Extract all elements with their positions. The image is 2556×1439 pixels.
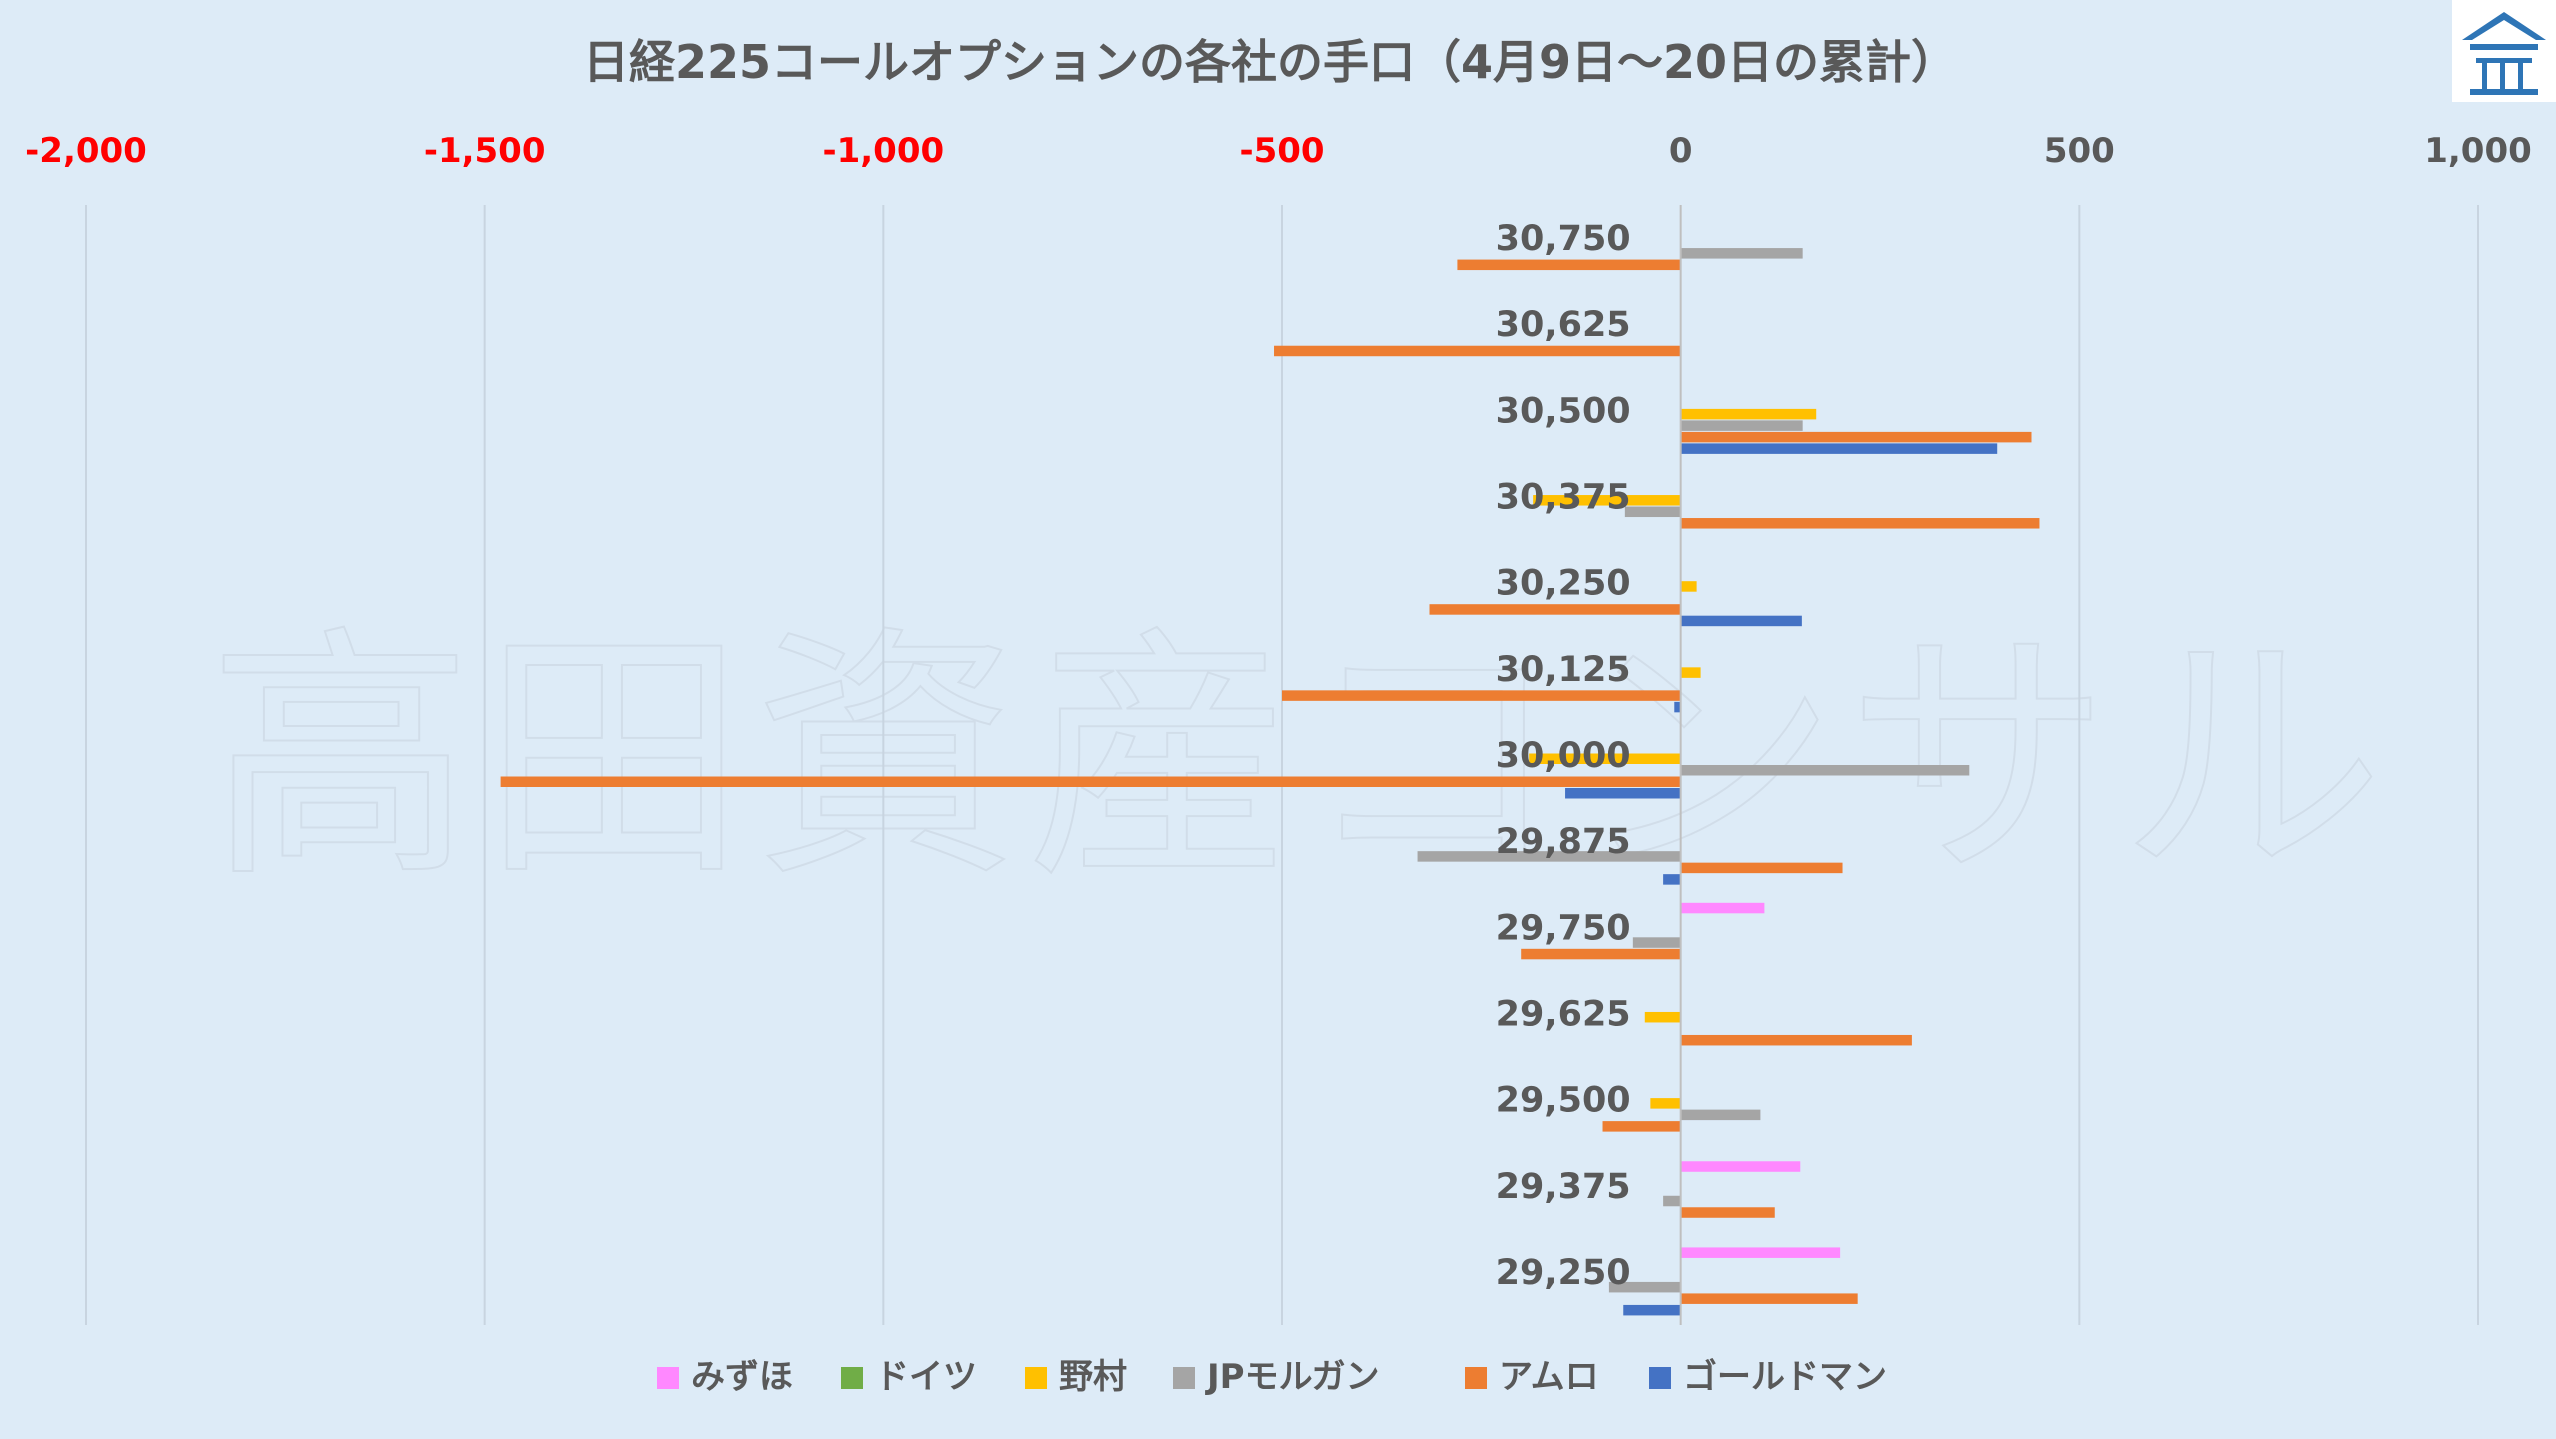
x-axis-ticks: -2,000 -1,500 -1,000 -500 0 500 1,000 bbox=[25, 131, 2532, 171]
x-tick-label: -1,500 bbox=[424, 131, 546, 171]
legend-item: JPモルガン bbox=[1173, 1357, 1380, 1397]
bar bbox=[1274, 345, 1681, 357]
category-label: 30,250 bbox=[1496, 564, 1631, 604]
watermark: 高田資産コンサル bbox=[208, 605, 2392, 913]
bar bbox=[1282, 690, 1681, 701]
bar bbox=[1680, 518, 2040, 529]
legend-item: アムロ bbox=[1465, 1357, 1599, 1397]
bar bbox=[1680, 667, 1701, 678]
x-tick-label: 500 bbox=[2044, 131, 2115, 171]
x-tick-label: -1,000 bbox=[823, 131, 945, 171]
bar bbox=[1680, 615, 1802, 627]
bar bbox=[1650, 1098, 1681, 1109]
bar bbox=[1457, 259, 1681, 271]
bar bbox=[1680, 1247, 1841, 1258]
house-roof-logo-icon bbox=[2452, 0, 2556, 102]
bar bbox=[1624, 506, 1681, 518]
bar bbox=[1680, 443, 1998, 454]
category-label: 30,375 bbox=[1496, 478, 1631, 518]
bar bbox=[1623, 1304, 1681, 1316]
bar bbox=[1529, 753, 1681, 764]
category-label: 29,500 bbox=[1496, 1081, 1631, 1121]
legend-item: ドイツ bbox=[841, 1357, 977, 1397]
category-label: 30,750 bbox=[1496, 219, 1631, 259]
bar bbox=[1680, 862, 1843, 874]
legend-label: みずほ bbox=[691, 1357, 793, 1397]
bar bbox=[1521, 948, 1681, 960]
legend-item: ゴールドマン bbox=[1649, 1357, 1887, 1397]
y-axis-ticks: 30,750 30,625 30,500 30,375 30,250 30,125 30,0… bbox=[1496, 219, 1631, 1293]
legend-swatch bbox=[1173, 1367, 1195, 1389]
x-tick-label: 1,000 bbox=[2424, 131, 2532, 171]
category-label: 30,625 bbox=[1496, 305, 1631, 345]
bar bbox=[1680, 420, 1803, 431]
bar bbox=[1602, 1121, 1681, 1132]
bars bbox=[500, 205, 2040, 1325]
legend-swatch bbox=[1025, 1367, 1047, 1389]
bar bbox=[1680, 581, 1697, 592]
bar bbox=[1680, 1034, 1912, 1046]
bar bbox=[1680, 1109, 1761, 1121]
bar bbox=[1680, 1161, 1801, 1172]
bar bbox=[1680, 1293, 1858, 1304]
bar bbox=[1680, 248, 1803, 259]
bar bbox=[1680, 1207, 1775, 1218]
x-tick-label: -2,000 bbox=[25, 131, 147, 171]
category-label: 30,125 bbox=[1496, 650, 1631, 690]
bar bbox=[1632, 937, 1681, 948]
bar bbox=[1680, 408, 1817, 420]
legend-swatch bbox=[841, 1367, 863, 1389]
gridlines bbox=[85, 205, 2479, 1325]
bar bbox=[1674, 701, 1681, 713]
legend-label: ゴールドマン bbox=[1683, 1357, 1887, 1397]
bar bbox=[1663, 1195, 1681, 1207]
category-label: 29,625 bbox=[1496, 994, 1631, 1034]
legend-swatch bbox=[1649, 1367, 1671, 1389]
bar bbox=[500, 776, 1681, 787]
legend-label: アムロ bbox=[1499, 1357, 1599, 1397]
bar bbox=[1644, 1011, 1681, 1023]
bar bbox=[1680, 765, 1970, 776]
bar bbox=[1680, 902, 1765, 914]
legend-label: JPモルガン bbox=[1205, 1357, 1380, 1397]
legend-label: ドイツ bbox=[875, 1357, 977, 1397]
legend-item: 野村 bbox=[1025, 1357, 1127, 1397]
legend-item: みずほ bbox=[657, 1357, 793, 1397]
x-tick-label: 0 bbox=[1669, 131, 1693, 171]
legend-swatch bbox=[657, 1367, 679, 1389]
category-label: 29,375 bbox=[1496, 1167, 1631, 1207]
bar bbox=[1565, 788, 1681, 799]
category-label: 29,875 bbox=[1496, 822, 1631, 862]
bar bbox=[1429, 604, 1681, 615]
bar bbox=[1680, 431, 2032, 443]
chart-title: 日経225コールオプションの各社の手口（4月9日～20日の累計） bbox=[583, 35, 1957, 89]
legend-label: 野村 bbox=[1059, 1357, 1127, 1397]
bar bbox=[1533, 495, 1681, 506]
bar bbox=[1608, 1281, 1681, 1293]
category-label: 29,750 bbox=[1496, 908, 1631, 948]
category-label: 29,250 bbox=[1496, 1253, 1631, 1293]
legend: みずほ ドイツ 野村 JPモルガン アムロ ゴールドマン bbox=[657, 1357, 1887, 1397]
category-label: 30,000 bbox=[1496, 736, 1631, 776]
bar bbox=[1417, 851, 1681, 862]
bar bbox=[1663, 874, 1681, 885]
category-label: 30,500 bbox=[1496, 391, 1631, 431]
legend-swatch bbox=[1465, 1367, 1487, 1389]
x-tick-label: -500 bbox=[1239, 131, 1324, 171]
